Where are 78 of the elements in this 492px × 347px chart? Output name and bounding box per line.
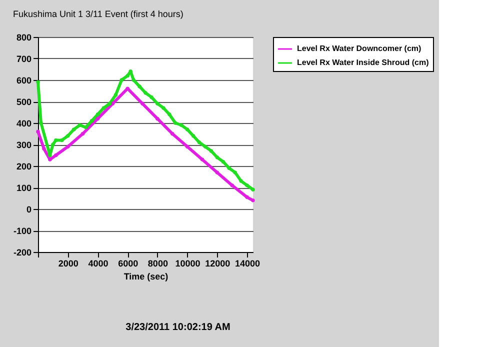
text: 3/23/2011 10:02:19 AM — [126, 322, 230, 333]
point — [173, 121, 178, 125]
point — [78, 123, 82, 128]
point — [245, 183, 249, 188]
point — [251, 188, 255, 192]
x-tick-label: 10000 — [175, 258, 200, 268]
legend-label: Level Rx Water Downcomer (cm) — [297, 44, 422, 53]
y-tick-label: 400 — [16, 118, 32, 128]
point — [60, 138, 64, 142]
point — [233, 170, 237, 174]
x-tick-label: 2000 — [58, 258, 78, 268]
point — [72, 128, 76, 132]
y-tick-label: -100 — [13, 226, 32, 236]
point — [108, 102, 112, 106]
point — [168, 112, 172, 116]
point — [102, 106, 106, 110]
point — [245, 195, 249, 200]
point — [230, 183, 234, 188]
y-tick-label: 0 — [26, 204, 32, 214]
point — [251, 198, 255, 202]
point — [36, 130, 40, 134]
y-tick-label: 200 — [16, 162, 32, 172]
point — [96, 116, 100, 121]
point — [114, 93, 118, 97]
point — [54, 153, 58, 158]
y-tick-label: 600 — [16, 76, 32, 86]
point — [200, 158, 204, 162]
point — [179, 123, 184, 128]
point — [42, 146, 46, 151]
point — [80, 132, 85, 136]
point — [215, 156, 220, 160]
point — [156, 102, 160, 106]
point — [227, 166, 231, 170]
legend-label: Level Rx Water Inside Shroud (cm) — [297, 58, 430, 67]
point — [126, 74, 130, 78]
point — [140, 102, 144, 106]
y-tick-label: -200 — [13, 248, 32, 258]
x-tick-label: 4000 — [88, 258, 108, 268]
x-tick-label: 14000 — [235, 258, 260, 268]
point — [191, 134, 196, 138]
point — [185, 144, 190, 149]
x-tick-label: 6000 — [118, 258, 138, 268]
point — [203, 144, 208, 149]
y-tick-label: 800 — [16, 32, 32, 42]
x-axis-title: Time (sec) — [124, 272, 168, 282]
y-tick-label: 700 — [16, 54, 32, 64]
point — [215, 170, 220, 174]
point — [132, 78, 136, 82]
point — [66, 144, 70, 149]
y-tick-label: 500 — [16, 97, 32, 107]
point — [138, 84, 142, 88]
point — [197, 140, 202, 144]
point — [239, 179, 243, 183]
point — [150, 95, 154, 100]
point — [66, 134, 70, 138]
y-tick-label: 100 — [16, 183, 32, 193]
point — [170, 132, 174, 136]
point — [120, 78, 124, 82]
point — [54, 138, 58, 142]
point — [90, 118, 94, 123]
point — [39, 121, 43, 125]
point — [110, 102, 115, 106]
point — [156, 116, 160, 121]
y-tick-label: 300 — [16, 140, 32, 150]
point — [221, 160, 226, 164]
point — [162, 106, 166, 110]
x-tick-label: 8000 — [148, 258, 168, 268]
point — [185, 128, 190, 132]
point — [209, 149, 214, 153]
point — [144, 91, 148, 95]
point — [36, 80, 40, 84]
point — [84, 125, 88, 130]
line-series — [36, 70, 255, 192]
x-tick-label: 12000 — [205, 258, 230, 268]
point — [96, 112, 100, 116]
chart-title: Fukushima Unit 1 3/11 Event (first 4 hours) — [12, 9, 184, 19]
line-series — [36, 86, 255, 202]
point — [51, 142, 55, 146]
